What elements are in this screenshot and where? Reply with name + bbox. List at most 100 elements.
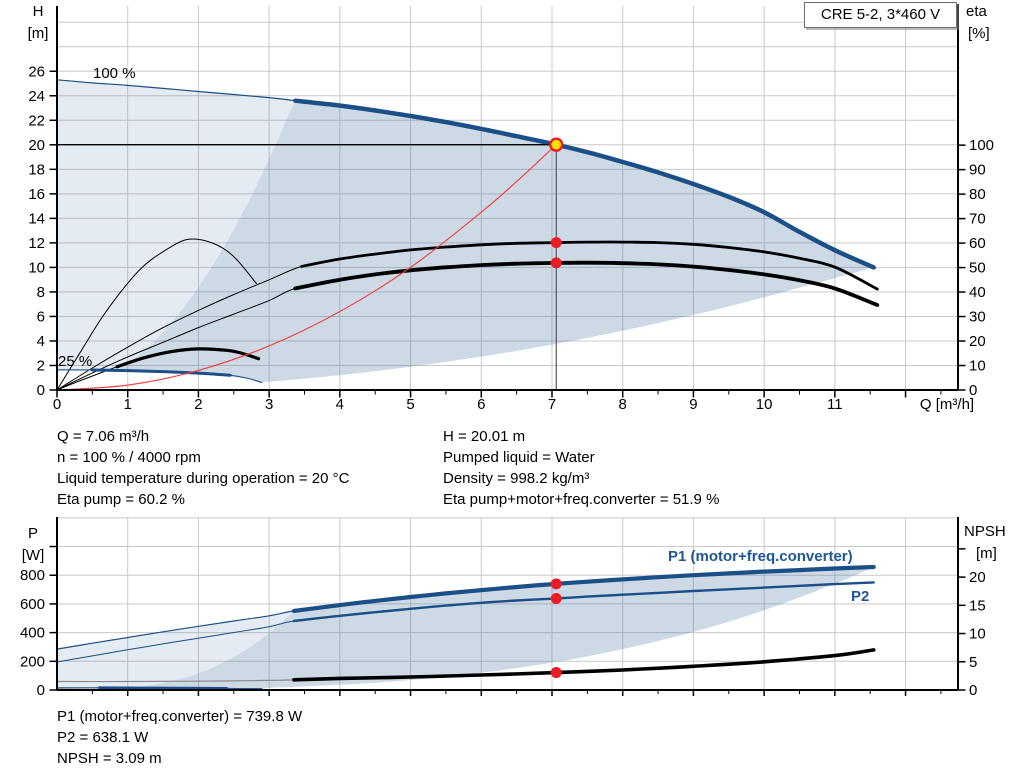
tick-label: 15 [969, 597, 986, 614]
tick-label: 4 [37, 333, 45, 350]
top-chart-axes: 0246810121416182022242601020304050607080… [28, 4, 994, 413]
power-info: P1 (motor+freq.converter) = 739.8 W P2 =… [57, 706, 302, 769]
tick-label: 8 [619, 396, 627, 413]
p2-thick [292, 581, 875, 623]
tick-label: 0 [53, 396, 61, 413]
info-p1: P1 (motor+freq.converter) = 739.8 W [57, 708, 303, 725]
p1-thick [291, 564, 876, 613]
info-density: Density = 998.2 kg/m³ [443, 470, 590, 487]
tick-label: 800 [20, 567, 45, 584]
npsh-point [550, 667, 562, 679]
tick-label: 10 [969, 626, 986, 643]
power-range-light [57, 567, 874, 689]
tick-label: 2 [37, 357, 45, 374]
top-chart-operating-envelope [57, 79, 874, 383]
p1-point [550, 578, 562, 590]
bottom-chart-power-envelope [57, 567, 874, 689]
tick-label: 6 [477, 396, 485, 413]
tick-label: 10 [28, 259, 45, 276]
tick-label: 5 [969, 654, 977, 671]
info-pumped-liquid: Pumped liquid = Water [443, 449, 595, 466]
tick-label: 24 [28, 88, 45, 105]
pump-model-text: CRE 5-2, 3*460 V [820, 6, 941, 23]
info-eta-total: Eta pump+motor+freq.converter = 51.9 % [443, 491, 720, 508]
tick-label: 1 [124, 396, 132, 413]
q-axis-title: Q [m³/h] [920, 396, 974, 413]
p1-curve-label: P1 (motor+freq.converter) [668, 548, 853, 565]
tick-label: 100 [969, 137, 994, 154]
tick-label: 70 [969, 211, 986, 228]
bottom-chart-markers [550, 578, 562, 679]
tick-label: 40 [969, 284, 986, 301]
tick-label: 22 [28, 112, 45, 129]
eta-pump-25pct [56, 238, 257, 391]
p2-curve-label: P2 [851, 588, 869, 605]
eta-pump-point [550, 237, 562, 249]
tick-label: 600 [20, 596, 45, 613]
bottom-chart-curves [56, 564, 876, 691]
qh-100pct-thick [293, 98, 876, 270]
tick-label: 2 [194, 396, 202, 413]
tick-label: 90 [969, 162, 986, 179]
tick-label: 16 [28, 186, 45, 203]
bottom-chart-axes: 0 200 400 600 800 0 5 10 15 20 [20, 517, 986, 699]
operating-range-dark [117, 100, 874, 383]
tick-label: 80 [969, 186, 986, 203]
tick-label: 6 [37, 308, 45, 325]
tick-label: 400 [20, 625, 45, 642]
tick-label: 18 [28, 161, 45, 178]
speed-label-100: 100 % [93, 65, 136, 82]
pump-model-badge: CRE 5-2, 3*460 V [804, 2, 957, 28]
tick-label: 0 [969, 682, 977, 699]
eta-pump-thick [300, 240, 879, 291]
tick-label: 26 [28, 63, 45, 80]
p-axis-title: P [28, 525, 38, 542]
info-npsh: NPSH = 3.09 m [57, 750, 162, 767]
info-speed: n = 100 % / 4000 rpm [57, 449, 201, 466]
tick-label: 11 [827, 396, 843, 413]
p1-25pct-thick [98, 686, 229, 690]
tick-label: 20 [28, 137, 45, 154]
tick-label: 200 [20, 653, 45, 670]
operating-range-light [57, 79, 874, 383]
duty-point [549, 137, 564, 152]
p2-point [550, 592, 562, 604]
tick-label: 9 [689, 396, 697, 413]
tick-label: 20 [969, 569, 986, 586]
duty-info-left: Q = 7.06 m³/h n = 100 % / 4000 rpm Liqui… [57, 426, 349, 510]
tick-label: 3 [265, 396, 273, 413]
tick-label: 7 [548, 396, 556, 413]
qh-25pct-thick [90, 368, 232, 377]
eta-total-25pct-thick [115, 347, 261, 369]
tick-label: 0 [969, 382, 977, 399]
tick-label: 8 [37, 284, 45, 301]
tick-label: 10 [756, 396, 773, 413]
info-eta-pump: Eta pump = 60.2 % [57, 491, 185, 508]
info-p2: P2 = 638.1 W [57, 729, 149, 746]
p-axis-unit: [W] [22, 547, 45, 564]
control-curve [56, 144, 557, 391]
tick-label: 10 [969, 358, 986, 375]
top-chart-markers [549, 137, 564, 269]
tick-label: 4 [336, 396, 344, 413]
duty-info-right: H = 20.01 m Pumped liquid = Water Densit… [443, 426, 719, 510]
h-axis-unit: [m] [28, 25, 49, 42]
tick-label: 14 [28, 210, 45, 227]
tick-label: 5 [406, 396, 414, 413]
tick-label: 12 [28, 235, 45, 252]
eta-total-point [550, 257, 562, 269]
info-head: H = 20.01 m [443, 428, 526, 445]
npsh-axis-title: NPSH [964, 523, 1006, 540]
tick-label: 30 [969, 309, 986, 326]
tick-label: 0 [37, 682, 45, 699]
eta-axis-title: eta [966, 3, 988, 20]
tick-label: 50 [969, 260, 986, 277]
eta-axis-unit: [%] [968, 25, 990, 42]
tick-label: 0 [37, 382, 45, 399]
h-axis-title: H [33, 3, 44, 20]
tick-label: 60 [969, 235, 986, 252]
npsh-axis-unit: [m] [976, 545, 997, 562]
power-range-dark [134, 567, 874, 689]
eta-total-thick [293, 260, 880, 307]
